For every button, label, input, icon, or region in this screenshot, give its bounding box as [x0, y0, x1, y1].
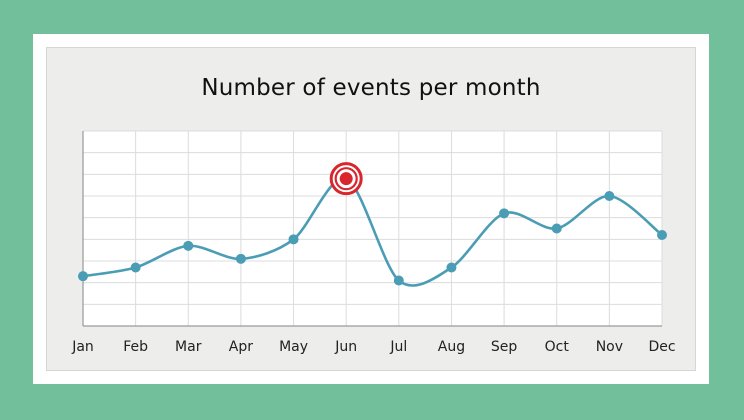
chart-title: Number of events per month — [201, 75, 541, 101]
x-tick-label: Jan — [71, 339, 94, 355]
x-tick-label: Jul — [389, 339, 407, 355]
x-tick-label: Sep — [491, 339, 518, 355]
x-tick-label: May — [279, 339, 308, 355]
data-point — [604, 191, 615, 201]
data-point — [446, 262, 457, 273]
x-tick-label: Feb — [123, 339, 148, 355]
x-tick-label: Nov — [596, 339, 623, 355]
data-point — [288, 234, 299, 245]
data-point — [130, 262, 141, 273]
data-point — [499, 208, 510, 219]
data-point — [657, 230, 667, 240]
x-tick-label: Dec — [648, 339, 675, 355]
x-tick-label: Oct — [545, 339, 570, 355]
data-point — [183, 240, 194, 251]
x-tick-label: Apr — [229, 339, 253, 355]
data-point — [235, 253, 246, 264]
data-point — [393, 275, 404, 286]
x-tick-label: Mar — [175, 339, 202, 355]
data-point — [78, 271, 88, 282]
data-point — [551, 223, 562, 234]
x-tick-label: Aug — [438, 339, 465, 355]
highlight-point — [339, 172, 353, 186]
x-tick-label: Jun — [334, 339, 357, 355]
